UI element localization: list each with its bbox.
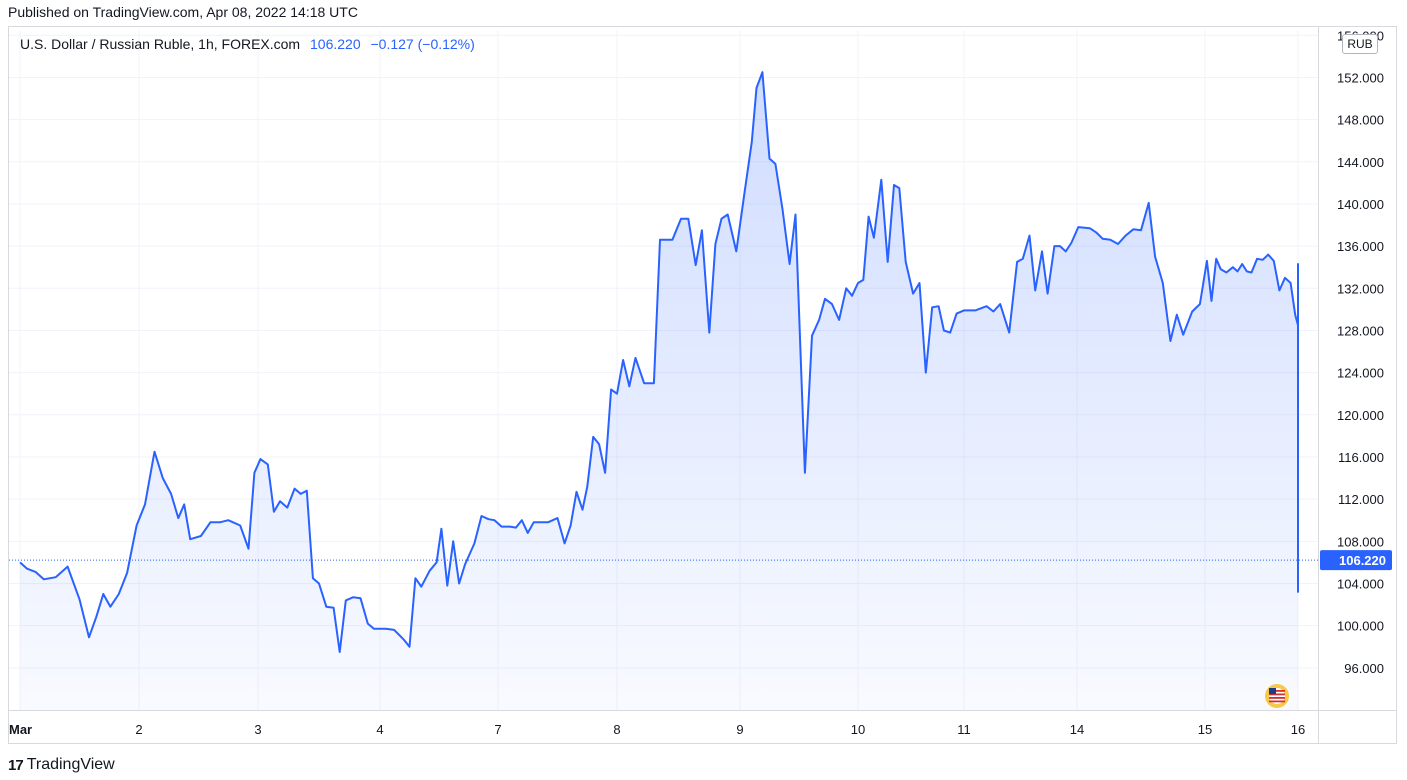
y-tick-label: 136.000 [1337,239,1384,254]
y-tick-label: 124.000 [1337,366,1384,381]
y-tick-label: 96.000 [1344,661,1384,676]
footer-brand: 17 TradingView [8,756,115,774]
y-tick-label: 140.000 [1337,197,1384,212]
y-tick-label: 108.000 [1337,534,1384,549]
legend-change: −0.127 (−0.12%) [370,36,475,52]
x-tick-label: 14 [1070,722,1084,737]
y-tick-label: 112.000 [1338,492,1384,507]
y-tick-label: 152.000 [1337,70,1384,85]
y-tick-label: 132.000 [1337,281,1384,296]
x-tick-label: 15 [1198,722,1212,737]
series-area-fill [20,72,1298,710]
y-tick-label: 100.000 [1337,619,1384,634]
x-tick-label: 3 [254,722,261,737]
tradingview-logo-icon: 17 [8,756,24,774]
y-tick-label: 128.000 [1337,323,1384,338]
y-tick-label: 120.000 [1337,408,1384,423]
x-tick-label: 9 [736,722,743,737]
series-line [19,71,1299,653]
last-price-tag [1320,550,1392,571]
x-tick-label: 10 [851,722,865,737]
x-tick-label: 7 [494,722,501,737]
x-tick-label: 16 [1291,722,1305,737]
y-tick-label: 104.000 [1337,576,1384,591]
x-tick-label: 2 [135,722,142,737]
x-tick-label: Mar [9,722,32,737]
y-tick-label: 144.000 [1337,155,1384,170]
legend-last-price: 106.220 [310,36,361,52]
us-flag-icon[interactable] [1265,684,1289,708]
x-tick-label: 11 [957,722,971,737]
chart-frame [8,26,1397,744]
last-price-tag-label: 106.220 [1339,553,1386,568]
chart-legend: U.S. Dollar / Russian Ruble, 1h, FOREX.c… [20,36,475,52]
y-tick-label: 148.000 [1337,113,1384,128]
x-tick-label: 4 [376,722,383,737]
x-tick-label: 8 [613,722,620,737]
published-caption: Published on TradingView.com, Apr 08, 20… [8,4,358,20]
footer-brand-label: TradingView [26,756,115,773]
currency-button[interactable]: RUB [1342,34,1378,54]
legend-symbol: U.S. Dollar / Russian Ruble, 1h, FOREX.c… [20,36,301,52]
y-tick-label: 116.000 [1338,450,1384,465]
